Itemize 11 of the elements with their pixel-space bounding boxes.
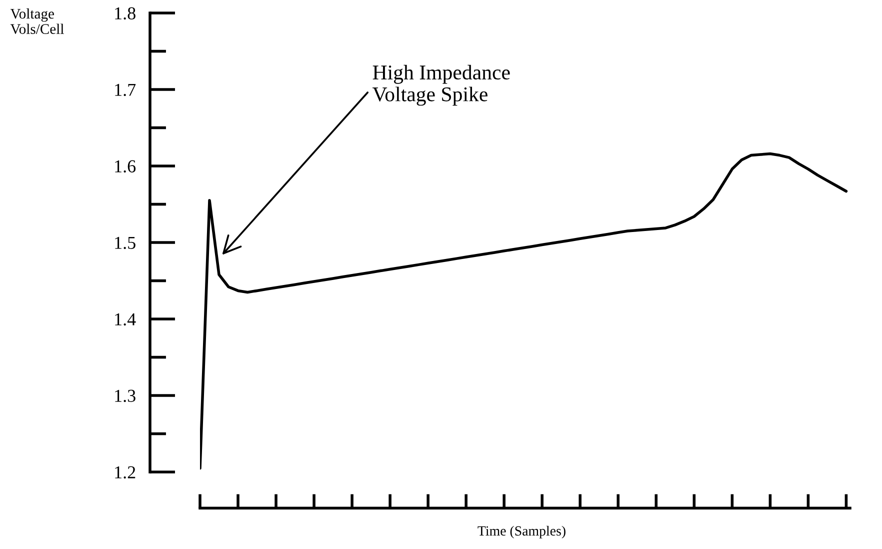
x-axis-title: Time (Samples) [478, 526, 566, 538]
y-tick-label: 1.6 [115, 160, 136, 173]
y-tick-label: 1.5 [115, 236, 136, 250]
y-tick-label: 1.7 [115, 84, 136, 96]
y-tick-label: 1.4 [115, 313, 136, 326]
y-tick-label: 1.2 [115, 466, 136, 479]
y-tick-label: 1.8 [115, 7, 136, 20]
y-tick-label: 1.3 [115, 390, 136, 402]
annotation: High Impedance Voltage Spike [372, 64, 510, 106]
line-series [200, 152, 848, 470]
y-axis-title: Voltage Vols/Cell [10, 8, 64, 34]
